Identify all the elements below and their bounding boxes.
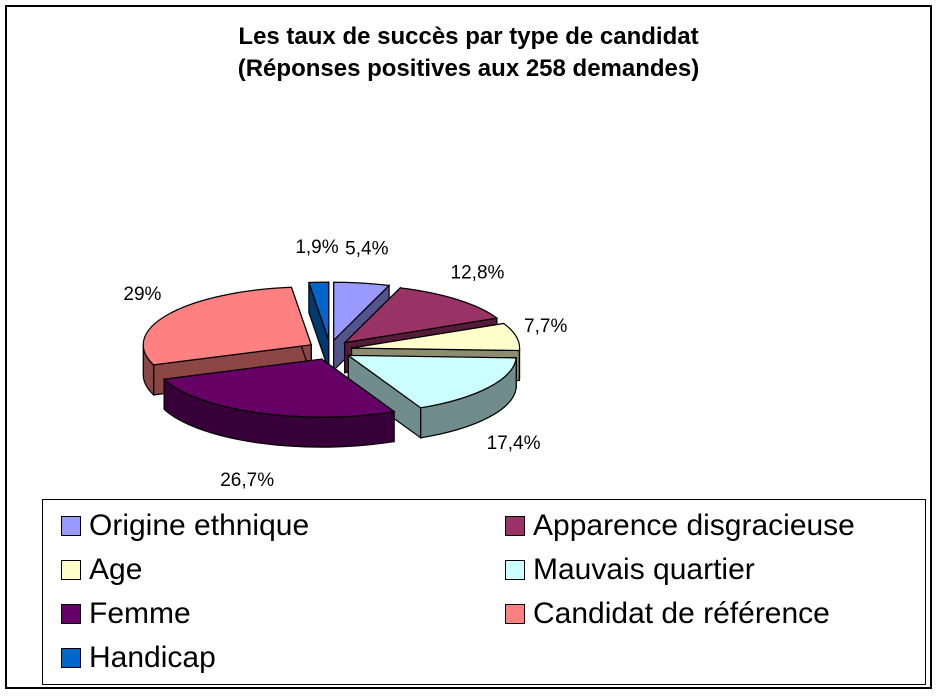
legend-swatch xyxy=(61,648,81,668)
legend-label: Femme xyxy=(89,597,191,630)
legend-swatch xyxy=(505,604,525,624)
legend-item-mauvais-quartier: Mauvais quartier xyxy=(505,550,755,590)
legend-swatch xyxy=(505,560,525,580)
pie-slice-femme xyxy=(162,357,396,448)
chart-legend: Origine ethnique Apparence disgracieuse Ag… xyxy=(42,499,926,685)
pie-slice-mauvais-quartier xyxy=(346,354,517,439)
legend-label: Apparence disgracieuse xyxy=(533,509,855,542)
legend-swatch xyxy=(61,604,81,624)
data-label-handicap: 1,9% xyxy=(295,237,338,258)
chart-subtitle: (Réponses positives aux 258 demandes) xyxy=(237,55,700,82)
legend-label: Age xyxy=(89,553,143,586)
legend-item-apparence-disgracieuse: Apparence disgracieuse xyxy=(505,506,855,546)
chart-title-block: Les taux de succès par type de candidat … xyxy=(7,21,930,85)
data-label-apparence-disgracieuse: 12,8% xyxy=(451,262,505,283)
legend-label: Candidat de référence xyxy=(533,597,830,630)
data-label-candidat-de-reference: 29% xyxy=(123,284,161,305)
legend-item-age: Age xyxy=(61,550,142,590)
legend-swatch xyxy=(505,516,525,536)
legend-label: Mauvais quartier xyxy=(533,553,755,586)
legend-item-femme: Femme xyxy=(61,594,191,634)
pie-slice-handicap xyxy=(308,281,330,371)
chart-title: Les taux de succès par type de candidat xyxy=(238,23,699,50)
legend-item-candidat-de-reference: Candidat de référence xyxy=(505,594,830,634)
legend-label: Origine ethnique xyxy=(89,509,310,542)
data-label-femme: 26,7% xyxy=(220,470,274,491)
legend-label: Handicap xyxy=(89,641,216,674)
legend-item-origine-ethnique: Origine ethnique xyxy=(61,506,309,546)
data-label-age: 7,7% xyxy=(524,316,567,337)
legend-swatch xyxy=(61,516,81,536)
data-label-mauvais-quartier: 17,4% xyxy=(487,433,541,454)
data-label-origine-ethnique: 5,4% xyxy=(345,238,388,259)
legend-item-handicap: Handicap xyxy=(61,638,216,678)
legend-swatch xyxy=(61,560,81,580)
